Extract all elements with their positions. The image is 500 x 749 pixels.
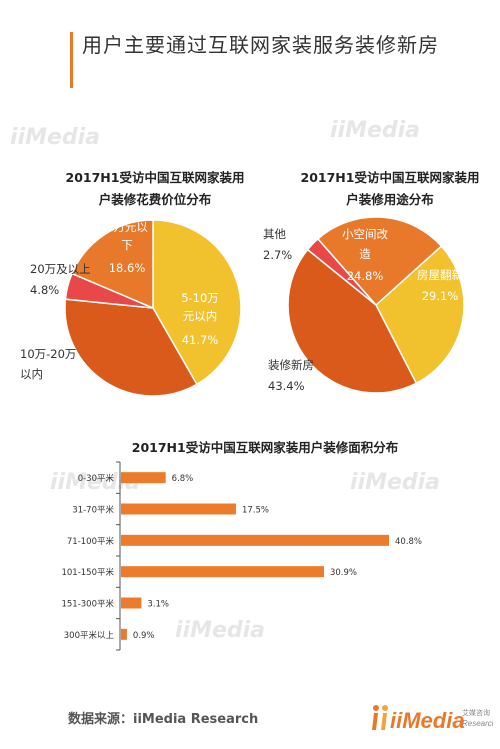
slice-label: 小空间改: [342, 227, 388, 241]
slice-label: 下: [121, 238, 133, 252]
data-label: 30.9%: [330, 568, 357, 578]
slice-value: 41.7%: [182, 333, 219, 347]
category-label: 71-100平米: [67, 536, 115, 547]
slice-value: 2.7%: [263, 248, 292, 262]
page-title: 用户主要通过互联网家装服务装修新房: [82, 33, 439, 57]
title-accent-bar: [70, 32, 73, 88]
brand-name: iiMedia: [390, 708, 465, 733]
slice-label: 5万元以: [106, 220, 148, 234]
category-label: 300平米以上: [64, 630, 115, 641]
category-label: 31-70平米: [72, 505, 114, 516]
watermark: iiMedia: [350, 470, 441, 495]
data-label: 17.5%: [242, 506, 269, 516]
slice-label: 20万及以上: [30, 262, 91, 276]
watermark: iiMedia: [330, 118, 421, 143]
data-label: 0.9%: [133, 631, 155, 641]
category-label: 151-300平米: [61, 599, 114, 610]
pie-slice: [71, 219, 154, 310]
slice-label: 5-10万: [181, 291, 219, 305]
pie-slice: [316, 216, 443, 307]
pie-slice: [152, 219, 242, 386]
bar: [121, 534, 389, 546]
slice-value: 24.8%: [347, 269, 384, 283]
data-label: 40.8%: [395, 537, 422, 547]
slice-label: 装修新房: [268, 358, 314, 372]
slice-label: 以内: [20, 367, 43, 381]
data-source: 数据来源：iiMedia Research: [68, 712, 259, 727]
bar: [121, 628, 127, 640]
chart-title: 2017H1受访中国互联网家装用: [66, 170, 245, 185]
slice-label: 其他: [263, 227, 286, 241]
bar: [121, 566, 324, 578]
category-label: 101-150平米: [61, 567, 114, 578]
chart-title: 户装修用途分布: [346, 192, 434, 207]
chart-title: 户装修花费价位分布: [99, 192, 212, 207]
data-label: 6.8%: [172, 474, 194, 484]
chart-title: 2017H1受访中国互联网家装用户装修面积分布: [132, 440, 399, 455]
bar: [121, 503, 236, 515]
slice-label: 造: [359, 247, 371, 261]
pie-slice: [64, 298, 198, 397]
chart-title: 2017H1受访中国互联网家装用: [301, 170, 480, 185]
pie-slice: [375, 245, 465, 385]
data-label: 3.1%: [147, 600, 169, 610]
charts-canvas: 2017H1受访中国互联网家装用户装修花费价位分布5-10万元以内41.7%5万…: [20, 170, 480, 651]
pie-slice: [287, 248, 418, 394]
bar: [121, 472, 166, 484]
slice-value: 43.4%: [268, 379, 305, 393]
brand-name-cn: 艾媒咨询: [462, 708, 490, 717]
brand-logo: iiMedia 艾媒咨询 Research: [372, 705, 493, 733]
bar: [121, 597, 142, 609]
slice-value: 29.1%: [422, 289, 459, 303]
slice-label: 10万-20万: [20, 347, 76, 361]
slice-label: 房屋翻新: [417, 268, 463, 282]
brand-name-en: Research: [462, 719, 493, 728]
watermark: iiMedia: [10, 125, 101, 150]
watermark: iiMedia: [175, 618, 266, 643]
slice-label: 元以内: [183, 309, 218, 323]
slice-value: 18.6%: [109, 261, 146, 275]
category-label: 0-30平米: [78, 473, 115, 484]
slice-value: 4.8%: [30, 283, 59, 297]
